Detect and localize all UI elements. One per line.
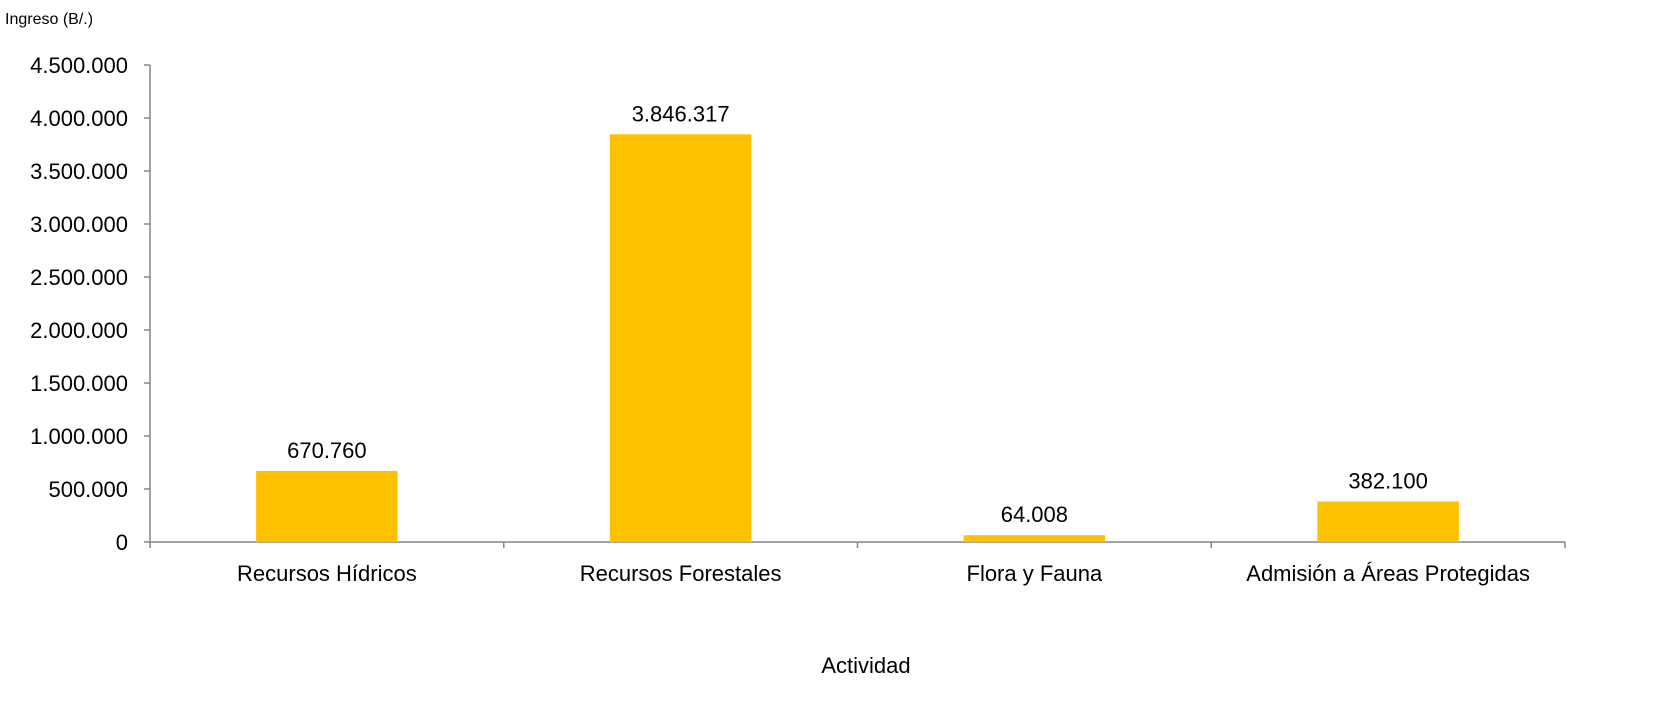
data-labels: 670.760 3.846.317 64.008 382.100 bbox=[287, 101, 1428, 527]
data-label: 382.100 bbox=[1348, 468, 1428, 493]
y-tick-label: 2.000.000 bbox=[30, 318, 128, 343]
x-axis: Recursos Hídricos Recursos Forestales Flor… bbox=[149, 541, 1566, 586]
x-tick-label: Admisión a Áreas Protegidas bbox=[1246, 561, 1530, 586]
y-tick-label: 0 bbox=[116, 530, 128, 555]
y-tick-label: 3.000.000 bbox=[30, 212, 128, 237]
bar bbox=[609, 134, 752, 542]
y-tick-label: 1.000.000 bbox=[30, 424, 128, 449]
y-axis-label: Ingreso (B/.) bbox=[5, 11, 93, 28]
bars bbox=[256, 134, 1459, 542]
bar bbox=[256, 470, 398, 542]
bar bbox=[1317, 501, 1459, 542]
y-tick-label: 4.000.000 bbox=[30, 106, 128, 131]
data-label: 670.760 bbox=[287, 438, 367, 463]
x-tick-label: Flora y Fauna bbox=[967, 561, 1103, 586]
data-label: 64.008 bbox=[1001, 502, 1068, 527]
y-axis: 0 500.000 1.000.000 1.500.000 2.000.000 2.500… bbox=[30, 53, 151, 555]
y-tick-label: 500.000 bbox=[48, 477, 128, 502]
y-tick-label: 3.500.000 bbox=[30, 159, 128, 184]
y-tick-label: 1.500.000 bbox=[30, 371, 128, 396]
data-label: 3.846.317 bbox=[632, 101, 730, 126]
x-tick-label: Recursos Forestales bbox=[580, 561, 782, 586]
bar bbox=[963, 535, 1106, 542]
y-tick-label: 4.500.000 bbox=[30, 53, 128, 78]
x-axis-label: Actividad bbox=[821, 653, 910, 678]
x-tick-label: Recursos Hídricos bbox=[237, 561, 417, 586]
y-tick-label: 2.500.000 bbox=[30, 265, 128, 290]
